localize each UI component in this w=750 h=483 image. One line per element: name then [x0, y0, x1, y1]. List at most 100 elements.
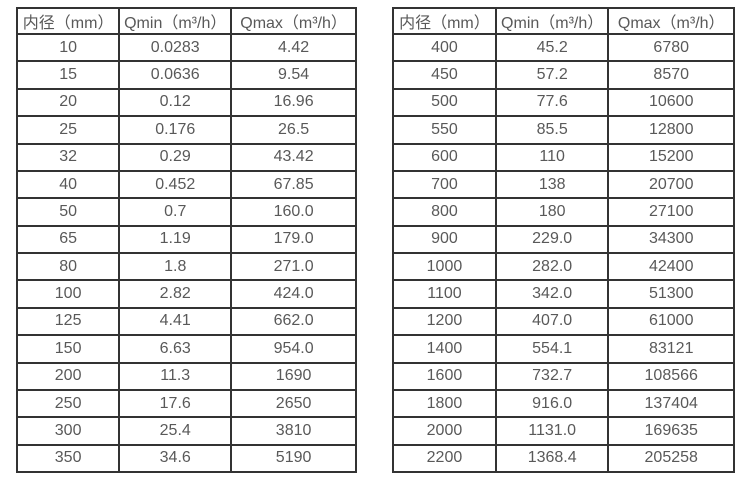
diameter-cell: 300 [15, 416, 121, 446]
table-row: 15 0.0636 9.54 [15, 60, 357, 90]
qmax-cell: 42400 [607, 251, 735, 282]
qmax-cell: 9.54 [230, 60, 357, 90]
diameter-cell: 1600 [392, 361, 497, 391]
table-row: 350 34.6 5190 [15, 443, 357, 474]
diameter-cell: 1000 [392, 251, 497, 282]
qmax-cell: 61000 [607, 306, 735, 337]
diameter-cell: 100 [15, 279, 121, 309]
table-row: 32 0.29 43.42 [15, 142, 357, 172]
diameter-cell: 600 [392, 142, 497, 172]
qmax-cell: 954.0 [230, 334, 357, 364]
qmax-cell: 20700 [607, 169, 735, 200]
qmin-cell: 17.6 [118, 388, 233, 419]
qmin-cell: 77.6 [494, 87, 610, 118]
qmax-cell: 10600 [607, 87, 735, 118]
diameter-cell: 65 [15, 224, 121, 255]
diameter-cell: 15 [15, 60, 121, 90]
table-row: 125 4.41 662.0 [15, 306, 357, 337]
diameter-cell: 50 [15, 197, 121, 227]
qmin-cell: 4.41 [118, 306, 233, 337]
qmax-cell: 662.0 [230, 306, 357, 337]
qmax-cell: 15200 [607, 142, 735, 172]
diameter-cell: 1800 [392, 388, 497, 419]
qmin-cell: 0.452 [118, 169, 233, 200]
diameter-cell: 125 [15, 306, 121, 337]
table-row: 100 2.82 424.0 [15, 279, 357, 309]
qmin-cell: 1368.4 [494, 443, 610, 474]
qmax-header-cell: Qmax（m³/h） [607, 7, 735, 35]
diameter-cell: 1400 [392, 334, 497, 364]
qmax-cell: 160.0 [230, 197, 357, 227]
qmin-cell: 85.5 [494, 115, 610, 145]
table-row: 10 0.0283 4.42 [15, 32, 357, 63]
qmin-cell: 0.29 [118, 142, 233, 172]
qmax-cell: 424.0 [230, 279, 357, 309]
qmin-cell: 554.1 [494, 334, 610, 364]
qmin-header-cell: Qmin（m³/h） [494, 7, 610, 35]
qmax-cell: 51300 [607, 279, 735, 309]
table-row: 1600 732.7 108566 [392, 361, 735, 391]
table-row: 1100 342.0 51300 [392, 279, 735, 309]
qmin-cell: 0.0636 [118, 60, 233, 90]
qmax-cell: 27100 [607, 197, 735, 227]
diameter-cell: 2000 [392, 416, 497, 446]
qmax-header-cell: Qmax（m³/h） [230, 7, 357, 35]
diameter-cell: 1100 [392, 279, 497, 309]
qmax-cell: 8570 [607, 60, 735, 90]
qmax-cell: 43.42 [230, 142, 357, 172]
diameter-cell: 20 [15, 87, 121, 118]
table-row: 50 0.7 160.0 [15, 197, 357, 227]
flow-spec-table-small-diameters: 内径（mm） Qmin（m³/h） Qmax（m³/h） 10 0.0283 4.42 15… [15, 7, 357, 474]
qmin-cell: 342.0 [494, 279, 610, 309]
table-row: 800 180 27100 [392, 197, 735, 227]
diameter-cell: 80 [15, 251, 121, 282]
qmin-header-cell: Qmin（m³/h） [118, 7, 233, 35]
qmax-cell: 6780 [607, 32, 735, 63]
qmin-cell: 407.0 [494, 306, 610, 337]
qmax-cell: 1690 [230, 361, 357, 391]
table-row: 2200 1368.4 205258 [392, 443, 735, 474]
qmin-cell: 57.2 [494, 60, 610, 90]
qmin-cell: 732.7 [494, 361, 610, 391]
table-row: 25 0.176 26.5 [15, 115, 357, 145]
qmin-cell: 45.2 [494, 32, 610, 63]
qmin-cell: 25.4 [118, 416, 233, 446]
qmax-cell: 12800 [607, 115, 735, 145]
qmin-cell: 2.82 [118, 279, 233, 309]
qmax-cell: 4.42 [230, 32, 357, 63]
qmin-cell: 0.12 [118, 87, 233, 118]
qmax-cell: 5190 [230, 443, 357, 474]
qmin-cell: 1.8 [118, 251, 233, 282]
diameter-cell: 200 [15, 361, 121, 391]
header-row: 内径（mm） Qmin（m³/h） Qmax（m³/h） [392, 7, 735, 35]
table-row: 200 11.3 1690 [15, 361, 357, 391]
qmax-cell: 83121 [607, 334, 735, 364]
table-row: 1800 916.0 137404 [392, 388, 735, 419]
qmin-cell: 6.63 [118, 334, 233, 364]
table-row: 300 25.4 3810 [15, 416, 357, 446]
qmax-cell: 2650 [230, 388, 357, 419]
table-row: 700 138 20700 [392, 169, 735, 200]
table-row: 80 1.8 271.0 [15, 251, 357, 282]
table-row: 500 77.6 10600 [392, 87, 735, 118]
qmin-cell: 0.0283 [118, 32, 233, 63]
qmin-cell: 138 [494, 169, 610, 200]
qmax-cell: 26.5 [230, 115, 357, 145]
table-row: 1000 282.0 42400 [392, 251, 735, 282]
diameter-cell: 450 [392, 60, 497, 90]
diameter-cell: 550 [392, 115, 497, 145]
qmax-cell: 34300 [607, 224, 735, 255]
diameter-header-cell: 内径（mm） [392, 7, 497, 35]
table-row: 1400 554.1 83121 [392, 334, 735, 364]
qmax-cell: 67.85 [230, 169, 357, 200]
table-row: 550 85.5 12800 [392, 115, 735, 145]
qmin-cell: 282.0 [494, 251, 610, 282]
diameter-cell: 800 [392, 197, 497, 227]
table-row: 250 17.6 2650 [15, 388, 357, 419]
table-row: 150 6.63 954.0 [15, 334, 357, 364]
table-row: 900 229.0 34300 [392, 224, 735, 255]
qmin-cell: 180 [494, 197, 610, 227]
diameter-cell: 1200 [392, 306, 497, 337]
qmax-cell: 3810 [230, 416, 357, 446]
qmin-cell: 1.19 [118, 224, 233, 255]
